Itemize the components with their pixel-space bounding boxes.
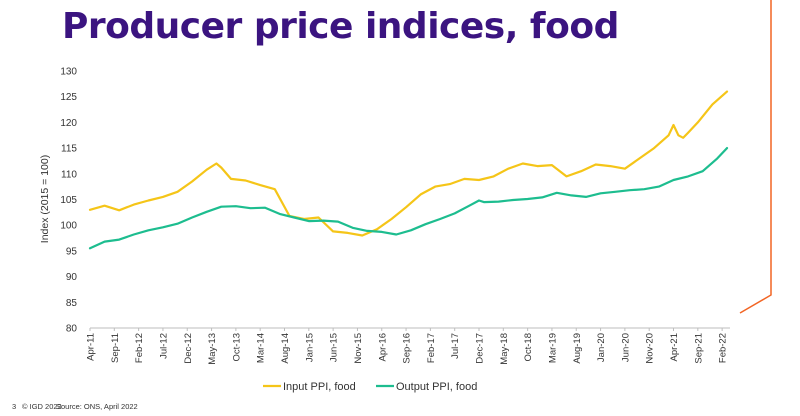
x-tick-label: Jul-12: [158, 333, 169, 359]
x-tick-label: Feb-22: [718, 333, 729, 363]
x-tick-label: Apr-21: [669, 333, 680, 362]
x-tick-label: Nov-15: [353, 333, 364, 364]
legend-label-output-ppi: Output PPI, food: [396, 381, 477, 393]
x-tick-label: Jun-20: [620, 333, 631, 362]
y-axis-label: Index (2015 = 100): [39, 155, 51, 243]
legend-label-input-ppi: Input PPI, food: [283, 381, 356, 393]
decorative-accent-line: [739, 0, 772, 314]
y-tick-label: 80: [66, 324, 78, 335]
x-tick-label: Nov-20: [645, 333, 656, 364]
x-tick-label: Sep-16: [402, 333, 413, 364]
x-tick-label: Feb-17: [426, 333, 437, 363]
x-tick-label: Mar-19: [547, 333, 558, 363]
x-tick-label: Mar-14: [256, 333, 267, 363]
x-tick-label: Feb-12: [134, 333, 145, 363]
y-tick-label: 95: [66, 246, 78, 257]
x-tick-label: Sep-11: [110, 333, 121, 363]
y-tick-label: 85: [66, 298, 78, 309]
source-note: Source: ONS, April 2022: [56, 402, 138, 411]
x-tick-label: Jun-15: [329, 333, 340, 362]
x-tick-label: Oct-18: [523, 333, 534, 362]
y-tick-label: 120: [60, 118, 77, 129]
legend: Input PPI, food Output PPI, food: [263, 381, 477, 393]
x-tick-label: Sep-21: [693, 333, 704, 364]
y-tick-label: 90: [66, 272, 78, 283]
page-number: 3: [12, 402, 17, 411]
y-tick-label: 125: [60, 92, 77, 103]
x-tick-label: Jul-17: [450, 333, 461, 359]
y-tick-label: 110: [61, 169, 77, 180]
x-tick-label: Jan-20: [596, 333, 607, 362]
x-tick-label: Dec-17: [475, 333, 486, 364]
slide-title: Producer price indices, food: [62, 6, 619, 47]
y-tick-label: 100: [60, 221, 77, 232]
series-layer: [88, 90, 729, 250]
series-line-input-ppi: [88, 90, 729, 237]
x-tick-label: Apr-11: [86, 333, 97, 361]
x-tick-label: Dec-12: [183, 333, 194, 364]
x-tick-label: May-18: [499, 333, 510, 365]
y-tick-label: 105: [60, 195, 77, 206]
x-tick-label: Jan-15: [304, 333, 315, 362]
series-line-output-ppi: [88, 147, 729, 250]
copyright: © IGD 2022: [22, 402, 62, 411]
x-tick-label: Aug-14: [280, 333, 291, 364]
x-tick-label: Oct-13: [231, 333, 242, 362]
x-tick-label: May-13: [207, 333, 218, 365]
x-tick-label: Aug-19: [572, 333, 583, 364]
x-tick-label: Apr-16: [377, 333, 388, 362]
y-tick-label: 115: [61, 144, 77, 155]
chart-axes: 80 85 90 95 100 105 110 115 120 125 130 Apr-11 Sep-1…: [60, 67, 730, 365]
y-tick-label: 130: [60, 67, 77, 78]
